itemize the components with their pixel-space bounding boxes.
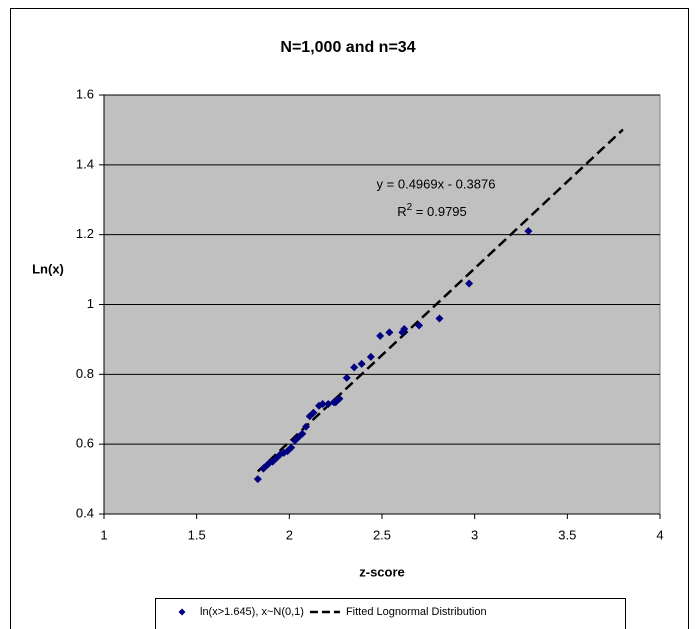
point	[366, 352, 375, 361]
x-tick-label: 3.5	[558, 527, 576, 542]
point	[302, 422, 311, 431]
y-tick-label: 0.8	[76, 366, 94, 381]
x-axis-label: z-score	[359, 564, 405, 579]
x-tick-label: 1	[100, 527, 107, 542]
r-squared: R2 = 0.9795	[397, 202, 467, 220]
point	[318, 400, 327, 409]
y-axis-label: Ln(x)	[32, 261, 64, 276]
y-tick-label: 1.4	[76, 156, 94, 171]
y-tick-label: 0.4	[76, 505, 94, 520]
x-tick-label: 2	[286, 527, 293, 542]
x-tick-label: 1.5	[188, 527, 206, 542]
chart-title: N=1,000 and n=34	[280, 39, 415, 56]
point	[342, 373, 351, 382]
legend-box	[155, 598, 626, 629]
y-tick-label: 0.6	[76, 436, 94, 451]
point	[287, 443, 296, 452]
x-tick-label: 4	[656, 527, 663, 542]
point	[357, 359, 366, 368]
point	[465, 279, 474, 288]
legend-marker	[178, 608, 186, 616]
point	[415, 321, 424, 330]
point	[524, 227, 533, 236]
legend-label: ln(x>1.645), x~N(0,1)	[200, 606, 304, 618]
point	[400, 324, 409, 333]
x-tick-label: 2.5	[373, 527, 391, 542]
r2-base: R	[397, 204, 406, 219]
point	[385, 328, 394, 337]
point	[309, 408, 318, 417]
point	[376, 331, 385, 340]
trend-line	[256, 128, 624, 473]
trend-equation: y = 0.4969x - 0.3876	[377, 176, 496, 191]
y-tick-label: 1.6	[76, 86, 94, 101]
r2-sup: 2	[407, 202, 413, 213]
x-tick-label: 3	[471, 527, 478, 542]
point	[335, 394, 344, 403]
y-tick-label: 1	[87, 296, 94, 311]
point	[253, 475, 262, 484]
r2-rest: = 0.9795	[412, 204, 467, 219]
point	[435, 314, 444, 323]
point	[298, 429, 307, 438]
y-tick-label: 1.2	[76, 226, 94, 241]
legend-label: Fitted Lognormal Distribution	[346, 606, 487, 618]
point	[350, 363, 359, 372]
